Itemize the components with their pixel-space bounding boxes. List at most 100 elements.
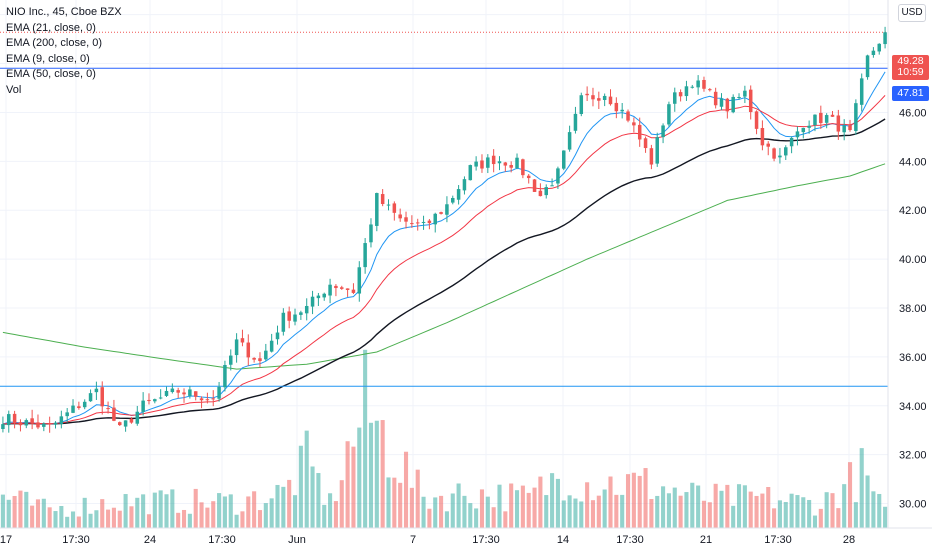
- volume-bar: [485, 496, 490, 528]
- candle-body: [521, 159, 525, 176]
- volume-bar: [836, 508, 841, 528]
- volume-bar: [538, 476, 543, 528]
- candle-body: [468, 165, 473, 181]
- candle-body: [737, 96, 741, 99]
- candle-body: [18, 422, 23, 426]
- volume-bar: [427, 508, 432, 528]
- volume-bar: [742, 485, 747, 528]
- volume-bar: [637, 475, 642, 528]
- candle-body: [369, 224, 373, 243]
- volume-bar: [357, 427, 362, 528]
- candle-body: [655, 137, 659, 164]
- candle-body: [754, 111, 759, 129]
- candle-body: [88, 393, 93, 402]
- volume-bar: [736, 484, 742, 528]
- candle-body: [240, 338, 245, 343]
- candle-body: [877, 43, 881, 52]
- volume-bar: [281, 486, 286, 528]
- volume-bar: [614, 494, 619, 528]
- candle-body: [24, 420, 29, 426]
- candle-body: [118, 422, 122, 426]
- volume-bar: [807, 499, 812, 528]
- candle-body: [386, 204, 391, 206]
- volume-bar: [117, 510, 122, 528]
- volume-bar: [234, 514, 239, 528]
- candle-body: [462, 179, 467, 191]
- candle-body: [614, 102, 619, 112]
- candle-body: [158, 397, 163, 399]
- volume-bar: [824, 492, 829, 528]
- candle-body: [848, 125, 852, 131]
- last-price-value: 49.28: [897, 55, 924, 67]
- candle-body: [830, 114, 835, 117]
- candle-body: [702, 79, 706, 89]
- volume-bar: [590, 500, 596, 528]
- candle-body: [731, 96, 735, 113]
- candle-body: [182, 392, 186, 395]
- volume-bar: [520, 485, 525, 528]
- candle-body: [164, 390, 169, 396]
- y-tick-label: 34.00: [899, 401, 927, 413]
- volume-bar: [608, 476, 613, 528]
- candle-body: [673, 92, 677, 104]
- volume-bar: [252, 491, 257, 528]
- candle-body: [275, 332, 280, 340]
- volume-bar: [12, 495, 17, 528]
- volume-bar: [830, 493, 835, 528]
- x-tick-label: 21: [700, 534, 712, 546]
- volume-bar: [818, 508, 823, 528]
- volume-bar: [877, 493, 882, 528]
- candle-body: [526, 175, 531, 179]
- candle-body: [480, 160, 484, 169]
- currency-button[interactable]: USD: [898, 4, 926, 22]
- volume-bar: [152, 492, 157, 528]
- volume-bar: [263, 503, 268, 528]
- volume-bar: [158, 490, 163, 528]
- volume-bar: [585, 482, 590, 528]
- volume-bar: [292, 495, 298, 528]
- volume-bar: [719, 490, 724, 528]
- candle-body: [112, 407, 116, 421]
- volume-bar: [141, 494, 146, 528]
- x-tick-label: 17:30: [616, 534, 644, 546]
- candle-body: [585, 93, 589, 96]
- volume-bar: [363, 349, 368, 528]
- y-tick-label: 42.00: [899, 205, 927, 217]
- ema9-line: [2, 71, 886, 425]
- candle-body: [690, 86, 695, 88]
- volume-bar: [65, 516, 70, 528]
- volume-bar: [310, 466, 315, 528]
- volume-bar: [170, 489, 175, 528]
- volume-bar: [217, 493, 222, 528]
- candle-body: [649, 148, 654, 165]
- candle-body: [667, 104, 671, 125]
- candle-body: [7, 414, 11, 426]
- candle-body: [211, 398, 215, 400]
- grid-lines: [0, 0, 888, 528]
- candle-body: [486, 157, 490, 168]
- volume-bar: [865, 475, 870, 528]
- y-tick-label: 46.00: [899, 107, 927, 119]
- candle-body: [106, 408, 110, 410]
- volume-bar: [199, 502, 204, 528]
- candle-body: [71, 405, 75, 413]
- candle-body: [334, 285, 338, 289]
- candle-body: [713, 91, 718, 106]
- candle-body: [491, 155, 496, 165]
- candle-body: [258, 358, 262, 362]
- volume-bar: [368, 422, 374, 528]
- volume-bar: [164, 494, 169, 528]
- candle-body: [427, 220, 432, 224]
- volume-bar: [701, 500, 707, 528]
- candle-body: [410, 223, 414, 225]
- ema200-line: [2, 163, 886, 370]
- volume-bar: [620, 494, 625, 528]
- candle-body: [36, 422, 40, 428]
- volume-bar: [88, 513, 93, 528]
- candle-body: [322, 293, 326, 298]
- volume-bar: [748, 491, 753, 528]
- volume-bar: [509, 483, 514, 528]
- candle-body: [100, 387, 104, 407]
- candle-body: [766, 143, 770, 147]
